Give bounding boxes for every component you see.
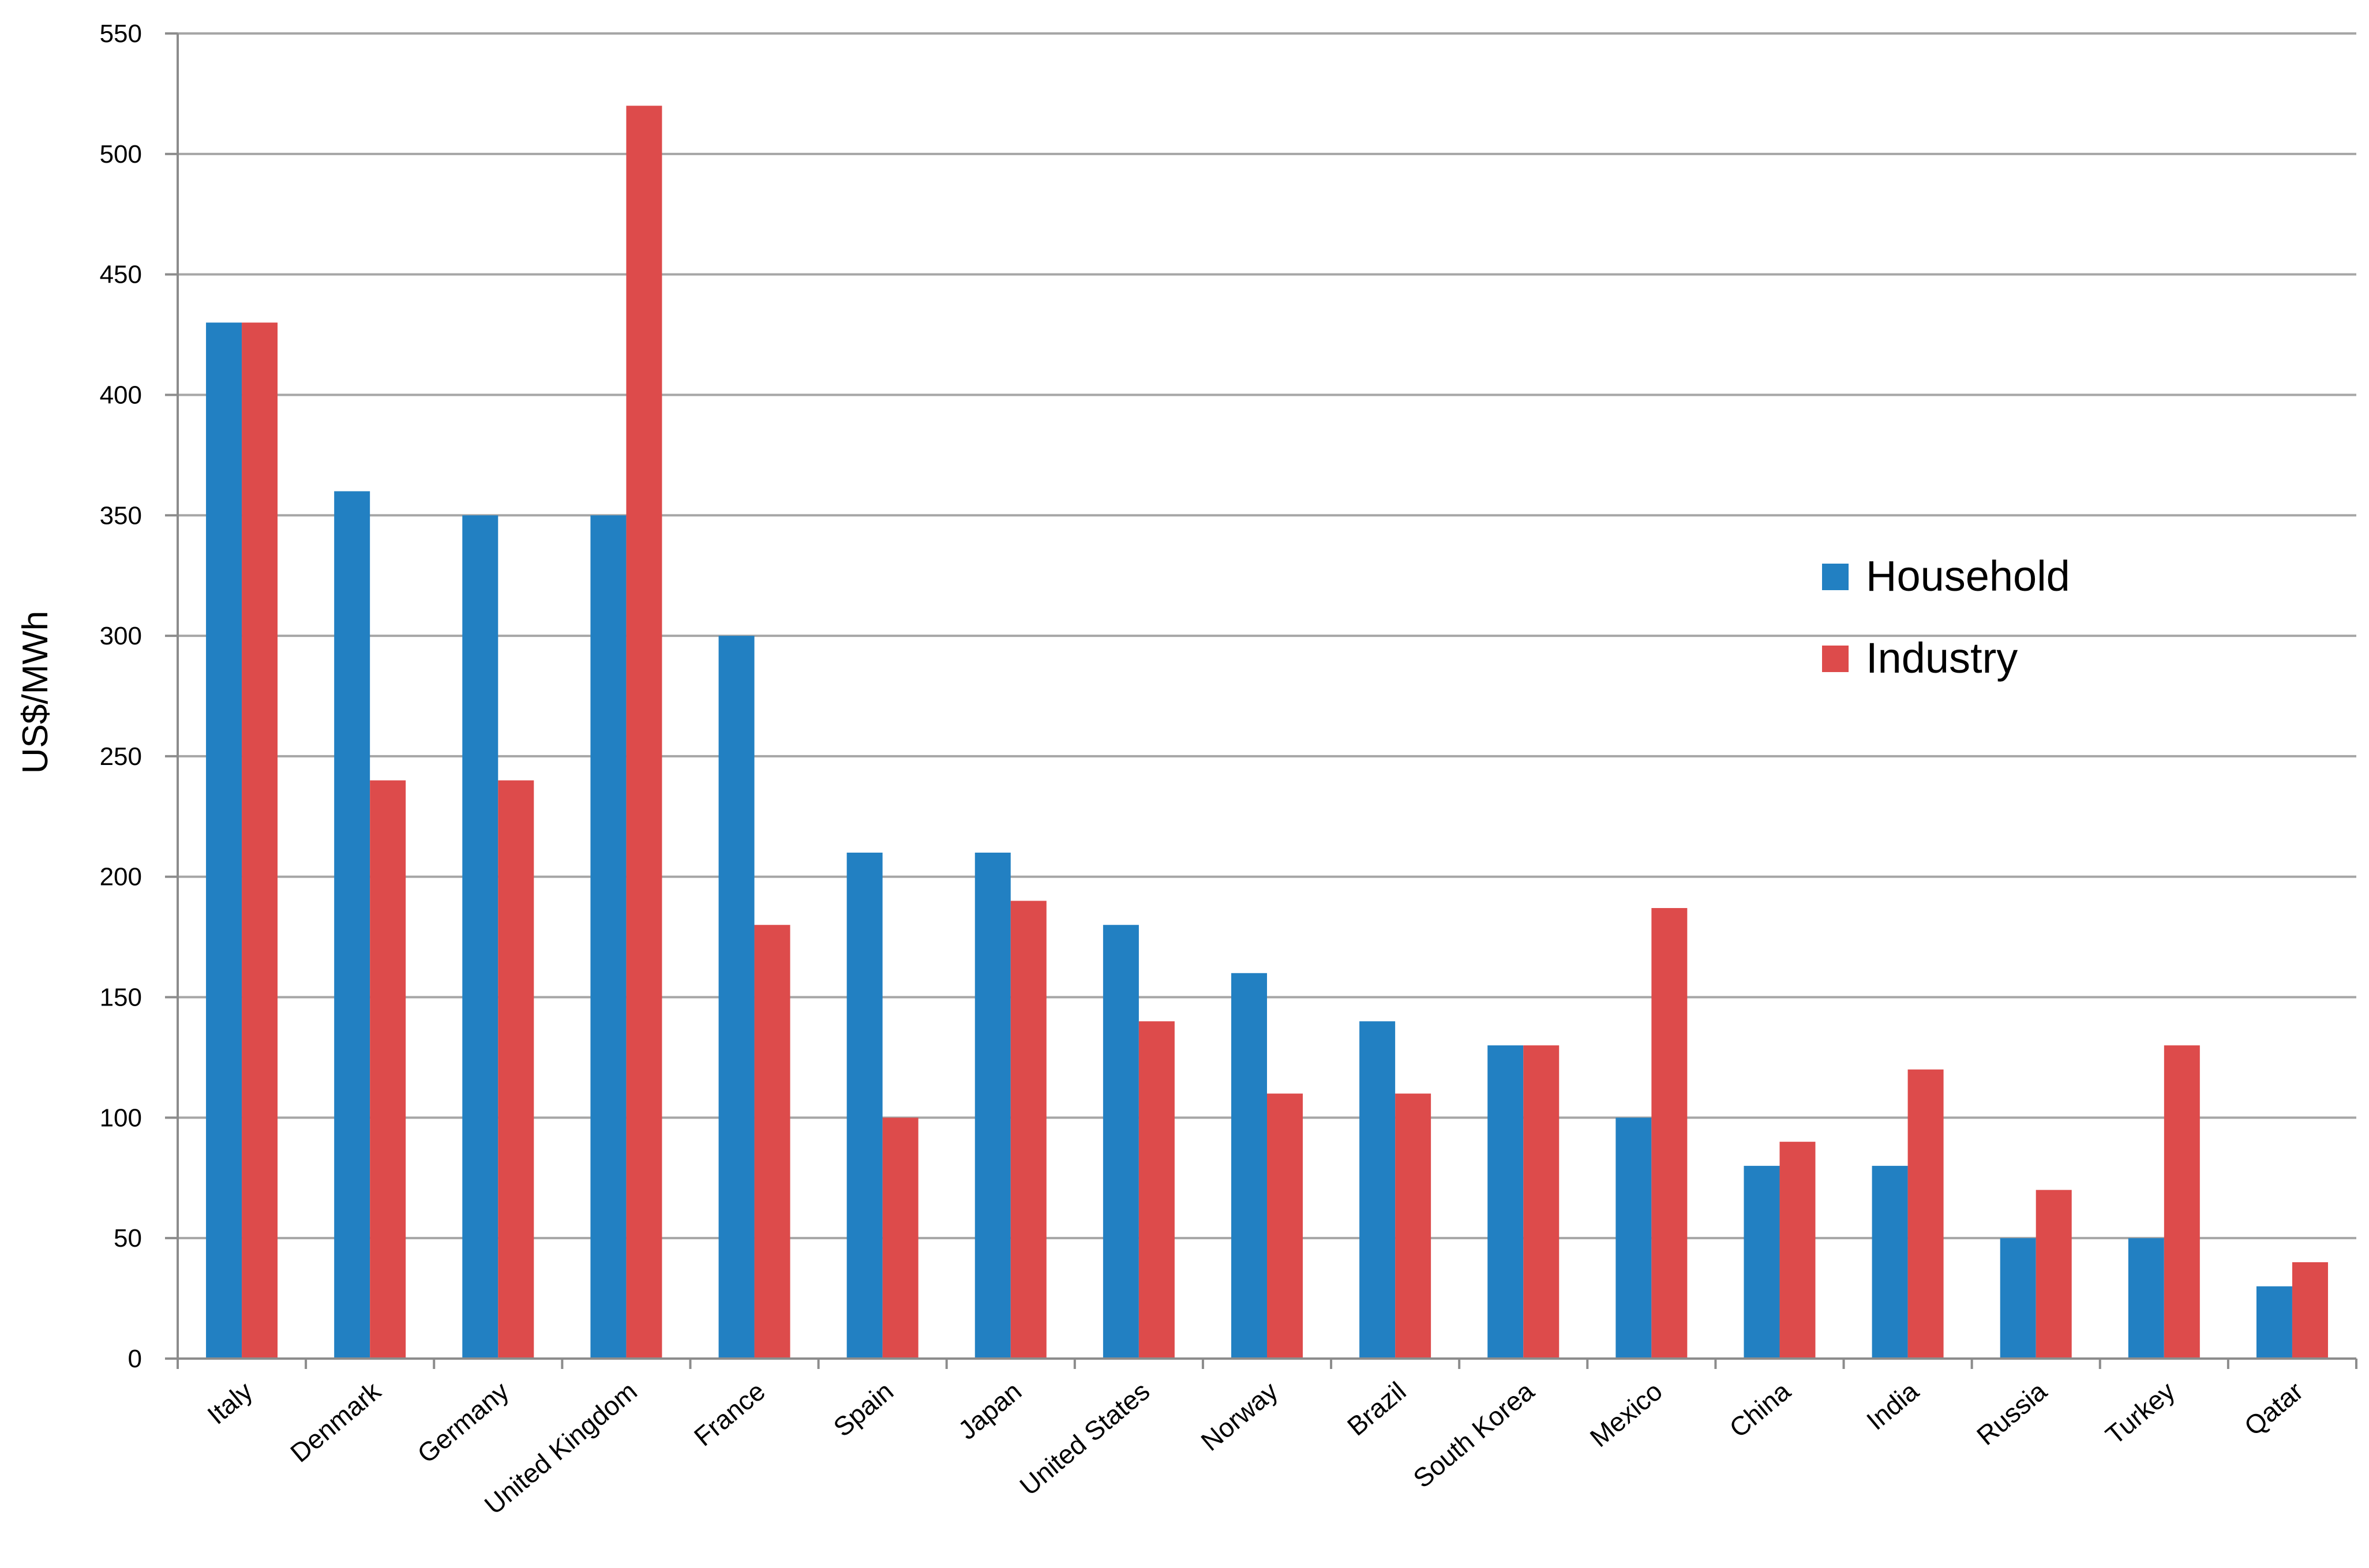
legend: Household Industry	[1822, 552, 2070, 682]
bar-industry-qatar	[2292, 1262, 2328, 1359]
legend-swatch-household	[1822, 564, 1849, 590]
bar-industry-denmark	[370, 780, 406, 1359]
bar-household-russia	[2000, 1238, 2036, 1359]
y-tick-label: 300	[100, 622, 142, 650]
bar-household-japan	[974, 852, 1011, 1359]
bar-household-united-kingdom	[590, 515, 627, 1359]
bars	[206, 106, 2328, 1359]
y-tick-label: 450	[100, 261, 142, 289]
bar-industry-china	[1779, 1142, 1816, 1359]
legend-label-industry: Industry	[1866, 634, 2018, 682]
bar-household-germany	[462, 515, 498, 1359]
y-tick-label: 500	[100, 140, 142, 168]
bar-industry-france	[754, 925, 790, 1359]
bar-industry-italy	[242, 322, 278, 1359]
bar-industry-norway	[1267, 1093, 1303, 1359]
bar-household-italy	[206, 322, 242, 1359]
bar-household-mexico	[1615, 1117, 1652, 1359]
bar-household-france	[718, 636, 755, 1359]
y-tick-label: 250	[100, 742, 142, 771]
y-tick-label: 0	[128, 1345, 142, 1373]
y-axis-title: US$/MWh	[16, 611, 55, 774]
y-tick-label: 100	[100, 1104, 142, 1132]
bar-household-denmark	[334, 491, 370, 1359]
bar-industry-south-korea	[1523, 1045, 1560, 1359]
bar-industry-germany	[498, 780, 534, 1359]
y-tick-label: 50	[114, 1224, 142, 1252]
bar-industry-turkey	[2164, 1045, 2200, 1359]
bar-household-spain	[846, 852, 883, 1359]
y-tick-label: 400	[100, 381, 142, 409]
y-tick-label: 350	[100, 501, 142, 530]
bar-industry-india	[1907, 1069, 1944, 1359]
bar-household-china	[1744, 1165, 1780, 1359]
bar-household-india	[1872, 1165, 1908, 1359]
bar-industry-united-kingdom	[626, 106, 662, 1359]
bar-household-norway	[1231, 973, 1267, 1359]
y-tick-label: 200	[100, 863, 142, 891]
bar-industry-japan	[1010, 901, 1047, 1359]
bar-household-turkey	[2128, 1238, 2164, 1359]
bar-industry-mexico	[1651, 908, 1688, 1359]
bar-industry-spain	[882, 1117, 919, 1359]
bar-industry-brazil	[1395, 1093, 1431, 1359]
bar-industry-united-states	[1138, 1021, 1175, 1359]
y-tick-label: 550	[100, 20, 142, 48]
axes	[177, 33, 2357, 1369]
bar-household-brazil	[1359, 1021, 1396, 1359]
bar-industry-russia	[2036, 1190, 2072, 1359]
y-tick-label: 150	[100, 984, 142, 1012]
bar-household-united-states	[1103, 925, 1139, 1359]
legend-swatch-industry	[1822, 646, 1849, 672]
bar-household-qatar	[2256, 1286, 2292, 1359]
y-tick-labels: 0 50 100 150 200 250 300 350 400 450 500 550	[100, 20, 142, 1373]
bar-household-south-korea	[1487, 1045, 1524, 1359]
legend-label-household: Household	[1866, 552, 2070, 600]
